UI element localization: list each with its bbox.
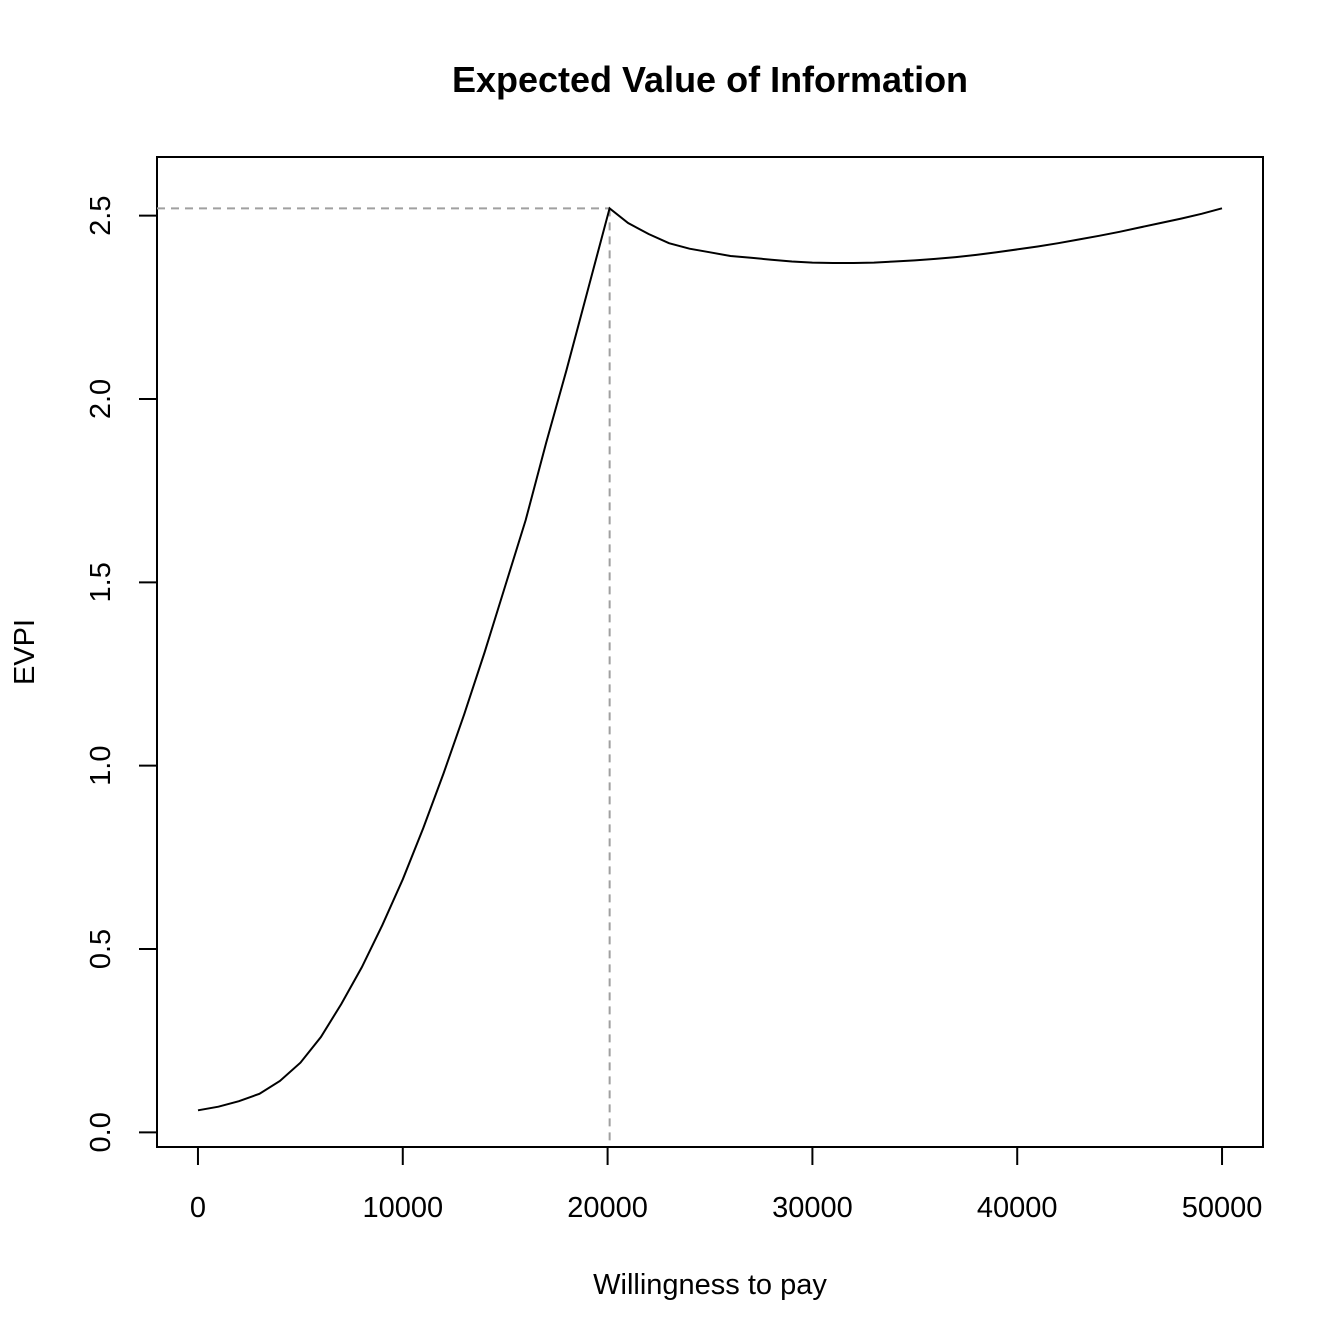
y-tick-label: 2.0 [85,379,117,419]
reference-lines [157,207,611,1147]
plot-frame [156,156,1264,1148]
chart-title: Expected Value of Information [452,59,968,100]
y-tick-label: 0.5 [85,929,117,969]
x-axis: 0 10000 20000 30000 40000 50000 [190,1146,1263,1224]
y-tick-label: 2.5 [85,196,117,236]
y-axis-label: EVPI [9,619,41,685]
x-tick-label: 50000 [1182,1192,1263,1224]
x-tick-label: 20000 [567,1192,648,1224]
x-axis-label: Willingness to pay [593,1269,827,1301]
x-tick-label: 10000 [362,1192,443,1224]
y-tick-label: 1.5 [85,562,117,602]
y-tick-label: 1.0 [85,746,117,786]
series-layer [197,206,1223,1112]
x-tick-label: 0 [190,1192,206,1224]
y-axis: 0.0 0.5 1.0 1.5 2.0 2.5 [85,196,158,1152]
x-tick-label: 40000 [977,1192,1058,1224]
x-tick-label: 30000 [772,1192,853,1224]
y-tick-label: 0.0 [85,1112,117,1152]
evpi-series-line [197,206,1223,1112]
